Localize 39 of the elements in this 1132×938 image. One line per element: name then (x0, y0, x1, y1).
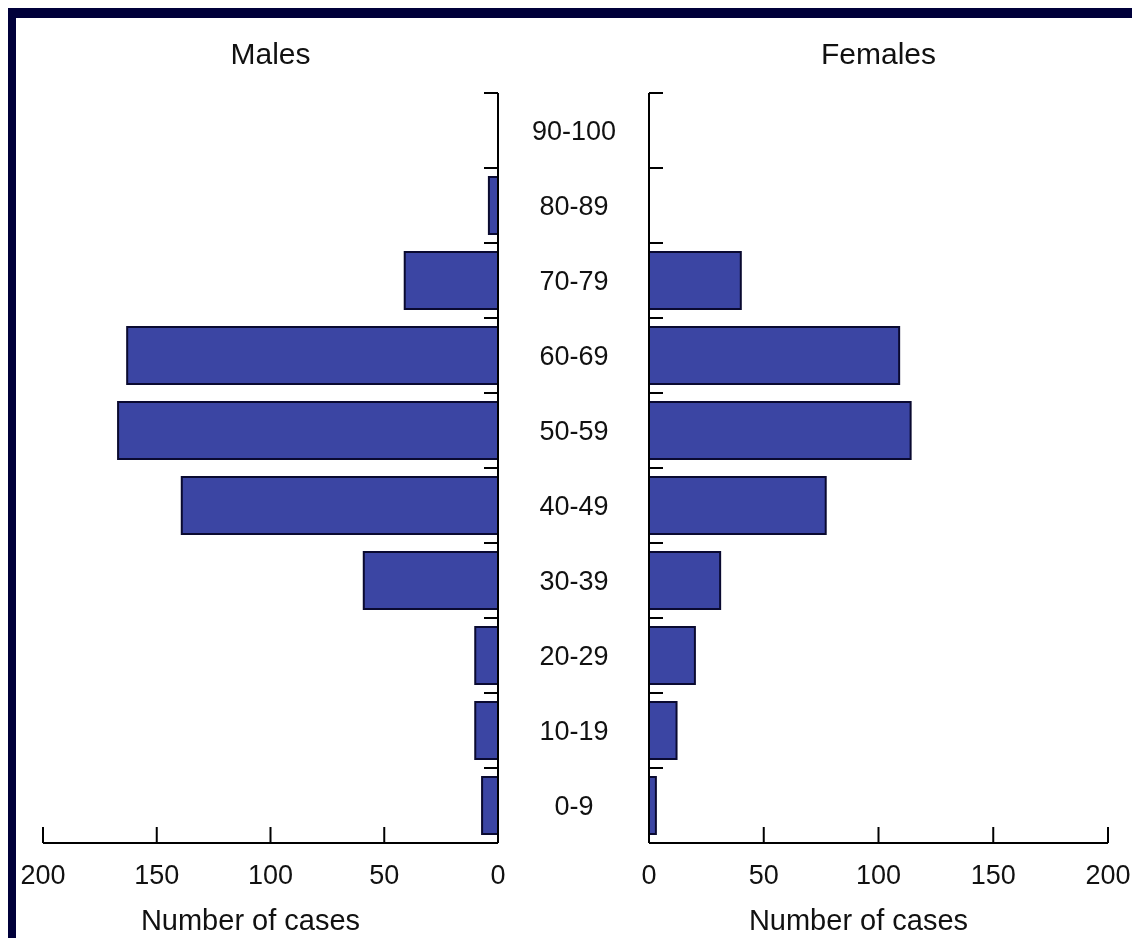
x-tick-label: 50 (369, 860, 400, 890)
bar (481, 776, 499, 835)
x-tick-label: 200 (20, 860, 66, 890)
bar (648, 551, 722, 610)
bar (362, 551, 499, 610)
x-tick-label: 150 (134, 860, 180, 890)
bar (648, 401, 912, 460)
y-tick-label: 40-49 (539, 490, 609, 521)
bar (648, 701, 678, 760)
y-tick-label: 70-79 (539, 265, 609, 296)
bar (648, 326, 901, 385)
bar (126, 326, 499, 385)
x-axis-title: Number of cases (140, 904, 361, 936)
bar (403, 251, 499, 310)
y-tick-label: 90-100 (531, 115, 617, 146)
chart-title: Females (820, 37, 937, 70)
bar (117, 401, 499, 460)
y-tick-label: 50-59 (539, 415, 609, 446)
bar (180, 476, 499, 535)
y-tick-label: 30-39 (539, 565, 609, 596)
x-tick-label: 100 (247, 860, 294, 890)
bar (648, 476, 827, 535)
y-tick-label: 20-29 (539, 640, 609, 671)
bar (648, 251, 742, 310)
x-tick-label: 150 (970, 860, 1016, 890)
bar (648, 626, 696, 685)
y-tick-label: 80-89 (539, 190, 609, 221)
bar (474, 701, 499, 760)
chart-title: Males (230, 37, 311, 70)
x-tick-label: 100 (855, 860, 902, 890)
x-tick-label: 0 (490, 860, 506, 890)
y-tick-label: 0-9 (554, 790, 594, 821)
x-tick-label: 50 (748, 860, 779, 890)
y-tick-label: 10-19 (539, 715, 609, 746)
y-tick-label: 60-69 (539, 340, 609, 371)
bar (474, 626, 499, 685)
x-tick-label: 200 (1085, 860, 1131, 890)
x-tick-label: 0 (641, 860, 657, 890)
x-axis-title: Number of cases (748, 904, 969, 936)
